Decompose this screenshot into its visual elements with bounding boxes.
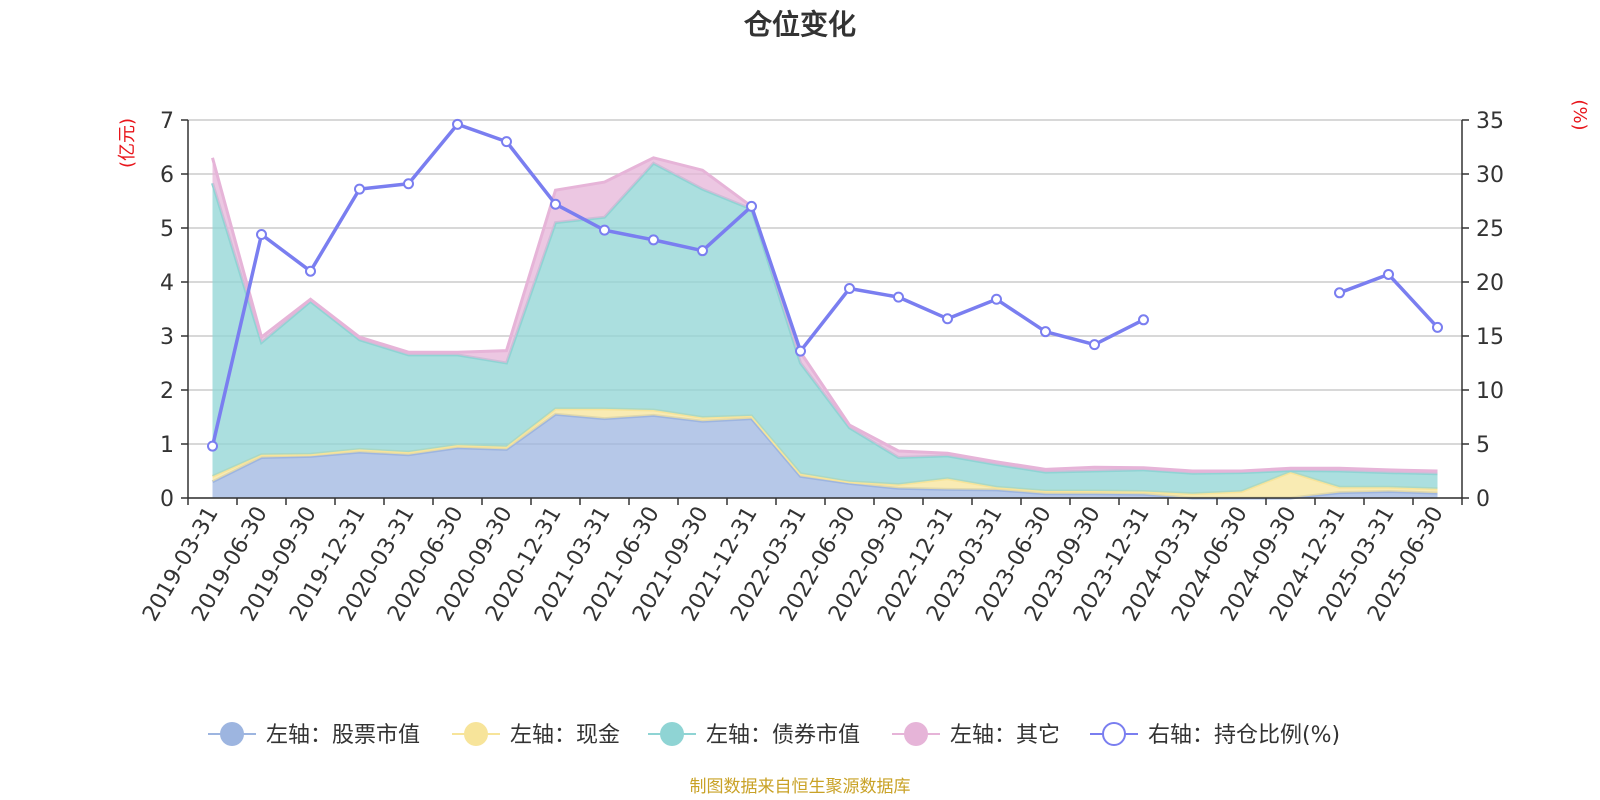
line-point xyxy=(942,313,953,325)
legend-item[interactable]: 左轴：现金 xyxy=(452,722,620,748)
line-point xyxy=(1040,326,1051,338)
line-point xyxy=(991,293,1002,305)
line-point xyxy=(256,228,267,240)
right-tick-label: 0 xyxy=(1476,487,1490,512)
area-左轴：现金 xyxy=(212,408,1438,498)
area-左轴：股票市值 xyxy=(212,414,1438,498)
line-point xyxy=(207,440,218,452)
right-tick-label: 10 xyxy=(1476,379,1504,404)
line-point xyxy=(648,234,659,246)
line-point xyxy=(697,245,708,257)
legend-item[interactable]: 右轴：持仓比例(%) xyxy=(1090,722,1340,748)
right-tick-label: 15 xyxy=(1476,325,1504,350)
legend-label: 左轴：股票市值 xyxy=(266,723,420,748)
left-tick-label: 6 xyxy=(160,163,174,188)
line-point xyxy=(1089,339,1100,351)
data-source-note: 制图数据来自恒生聚源数据库 xyxy=(690,777,911,797)
right-tick-label: 5 xyxy=(1476,433,1490,458)
left-tick-label: 5 xyxy=(160,217,174,242)
legend-marker-icon xyxy=(220,722,244,746)
line-point xyxy=(550,198,561,210)
left-tick-label: 7 xyxy=(160,109,174,134)
legend-marker-icon xyxy=(1102,722,1126,746)
legend-item[interactable]: 左轴：债券市值 xyxy=(648,722,860,748)
line-point xyxy=(452,118,463,130)
line-point xyxy=(501,136,512,148)
line-point xyxy=(599,224,610,236)
line-point xyxy=(795,345,806,357)
line-point xyxy=(746,200,757,212)
area-edge-左轴：其它 xyxy=(211,156,1438,473)
chart-title: 仓位变化 xyxy=(744,8,856,41)
legend-item[interactable]: 左轴：股票市值 xyxy=(208,722,420,748)
left-tick-label: 1 xyxy=(160,433,174,458)
legend: 左轴：股票市值 左轴：现金 左轴：债券市值 左轴：其它 右轴：持仓比例(%) xyxy=(208,722,1340,748)
right-tick-label: 30 xyxy=(1476,163,1504,188)
left-tick-label: 3 xyxy=(160,325,174,350)
legend-label: 右轴：持仓比例(%) xyxy=(1148,723,1340,748)
legend-label: 左轴：现金 xyxy=(510,723,620,748)
line-point xyxy=(1383,268,1394,280)
area-series xyxy=(211,156,1438,500)
line-point xyxy=(305,265,316,277)
right-tick-label: 25 xyxy=(1476,217,1504,242)
legend-label: 左轴：其它 xyxy=(950,723,1060,748)
line-point xyxy=(893,291,904,303)
line-point xyxy=(403,178,414,190)
line-point xyxy=(1432,321,1443,333)
left-axis-unit: (亿元) xyxy=(117,118,138,168)
right-tick-label: 20 xyxy=(1476,271,1504,296)
left-tick-label: 4 xyxy=(160,271,174,296)
line-point xyxy=(1138,314,1149,326)
legend-marker-icon xyxy=(464,722,488,746)
area-左轴：债券市值 xyxy=(212,163,1438,494)
right-axis-unit: (%) xyxy=(1569,99,1590,130)
legend-label: 左轴：债券市值 xyxy=(706,723,860,748)
legend-marker-icon xyxy=(904,722,928,746)
legend-item[interactable]: 左轴：其它 xyxy=(892,722,1060,748)
legend-marker-icon xyxy=(660,722,684,746)
line-point xyxy=(844,282,855,294)
line-point xyxy=(1334,287,1345,299)
line-point xyxy=(354,183,365,195)
left-tick-label: 2 xyxy=(160,379,174,404)
left-tick-label: 0 xyxy=(160,487,174,512)
right-tick-label: 35 xyxy=(1476,109,1504,134)
line-series xyxy=(207,118,1443,452)
